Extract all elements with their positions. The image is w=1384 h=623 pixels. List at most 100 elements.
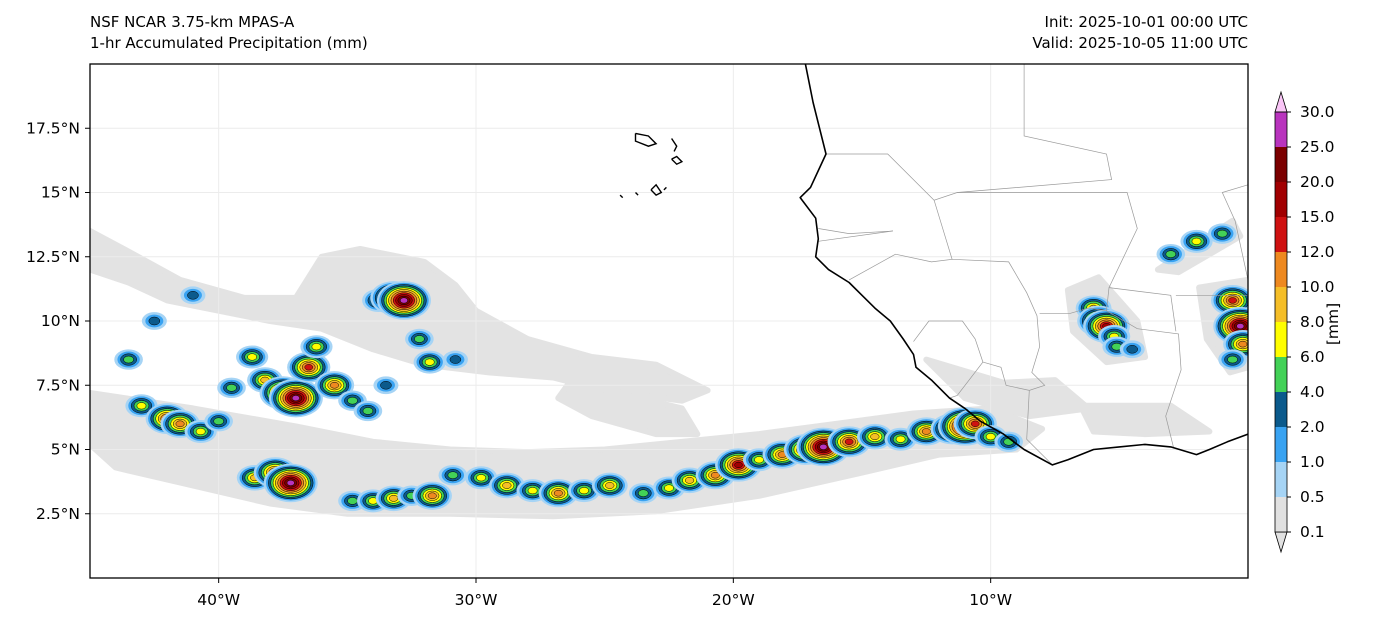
- precip-cell: [1083, 309, 1130, 343]
- colorbar-segment: [1275, 112, 1287, 147]
- precip-contour: [685, 476, 695, 484]
- precip-cell: [405, 328, 434, 350]
- colorbar-tick-label: 1.0: [1300, 453, 1325, 471]
- precip-contour: [330, 382, 339, 389]
- precip-contour: [1228, 297, 1237, 304]
- precip-contour: [347, 396, 358, 405]
- precip-cell: [263, 463, 318, 503]
- precip-cell: [1119, 340, 1145, 359]
- precip-contour: [605, 482, 615, 489]
- precip-cell: [268, 378, 323, 418]
- country-border: [982, 361, 1030, 391]
- precip-contour: [399, 297, 408, 304]
- precip-contour: [427, 492, 437, 500]
- precip-cell: [373, 376, 399, 395]
- precip-contour: [985, 433, 996, 441]
- colorbar-segment: [1275, 322, 1287, 357]
- precip-contour: [664, 484, 674, 492]
- precip-contour: [1165, 250, 1177, 258]
- precip-cell: [413, 350, 446, 374]
- lon-tick-label: 10°W: [969, 591, 1012, 609]
- rain-shield-area: [555, 377, 701, 438]
- precip-contour: [1238, 340, 1248, 348]
- precip-cell: [1218, 349, 1247, 370]
- precip-cell: [827, 426, 871, 458]
- lon-tick-label: 20°W: [712, 591, 755, 609]
- precip-contour: [921, 428, 931, 435]
- valid-time: Valid: 2025-10-05 11:00 UTC: [1032, 34, 1248, 52]
- precip-contour: [502, 482, 512, 489]
- precip-contour: [1191, 237, 1202, 245]
- precip-cell: [353, 400, 383, 422]
- country-border: [952, 258, 1053, 466]
- precip-contour: [476, 474, 486, 482]
- precip-contour: [1227, 355, 1238, 364]
- colorbar-tick-label: 8.0: [1300, 313, 1325, 331]
- precip-contour: [195, 427, 206, 436]
- precip-cell: [1180, 229, 1213, 253]
- precip-contour: [380, 381, 392, 390]
- coastline: [619, 64, 1248, 466]
- precip-contour: [1126, 345, 1138, 354]
- precip-contour: [123, 355, 134, 364]
- precip-contour: [1217, 229, 1228, 238]
- cape-verde-island: [635, 192, 639, 196]
- precip-cell: [204, 411, 233, 432]
- precip-cell: [141, 312, 167, 330]
- precip-contour: [844, 438, 854, 445]
- precip-cell: [438, 465, 468, 486]
- colorbar-unit-label: [mm]: [1324, 303, 1342, 345]
- colorbar-tick-label: 15.0: [1300, 208, 1335, 226]
- precip-contour: [136, 402, 147, 410]
- model-name: NSF NCAR 3.75-km MPAS-A: [90, 13, 295, 31]
- colorbar-tick-label: 2.0: [1300, 418, 1325, 436]
- precip-cell: [300, 335, 333, 359]
- precip-contour: [449, 355, 462, 364]
- precip-cell: [994, 431, 1023, 452]
- colorbar-tick-label: 12.0: [1300, 243, 1335, 261]
- country-border: [957, 192, 1138, 311]
- colorbar-segment: [1275, 357, 1287, 392]
- lat-tick-label: 7.5°N: [36, 376, 80, 394]
- country-border: [1108, 287, 1177, 332]
- precip-cell: [1156, 243, 1186, 265]
- precip-contour: [148, 316, 161, 326]
- precip-contour: [870, 433, 880, 440]
- precip-contour: [895, 435, 906, 443]
- precip-contour: [286, 479, 295, 486]
- country-borders: [818, 64, 1248, 466]
- precip-contour: [414, 335, 425, 343]
- country-border: [1039, 307, 1182, 447]
- precip-cell: [591, 472, 628, 499]
- lat-tick-label: 15°N: [41, 184, 80, 202]
- precip-contour: [175, 420, 185, 428]
- colorbar-extend-low: [1274, 531, 1288, 554]
- colorbar-tick-label: 0.5: [1300, 488, 1325, 506]
- precip-cell: [628, 482, 658, 504]
- colorbar-segment: [1275, 217, 1287, 252]
- precip-cell: [114, 349, 143, 370]
- precip-contour: [553, 489, 563, 497]
- colorbar-segment: [1275, 252, 1287, 287]
- precip-contour: [304, 364, 313, 371]
- precip-contour: [187, 291, 199, 300]
- precip-contour: [362, 407, 374, 415]
- field-name: 1-hr Accumulated Precipitation (mm): [90, 34, 368, 52]
- cape-verde-island: [663, 186, 667, 191]
- precip-contour: [213, 417, 224, 425]
- cape-verde-island: [619, 194, 624, 199]
- colorbar-tick-label: 30.0: [1300, 103, 1335, 121]
- colorbar-tick-label: 25.0: [1300, 138, 1335, 156]
- precip-contour: [424, 358, 435, 366]
- lat-tick-label: 2.5°N: [36, 505, 80, 523]
- precip-contour: [638, 489, 649, 497]
- lat-tick-label: 12.5°N: [26, 248, 80, 266]
- precip-contour: [527, 487, 538, 495]
- colorbar-segment: [1275, 287, 1287, 322]
- precip-cell: [856, 423, 893, 450]
- country-border: [826, 64, 1113, 201]
- cape-verde-island: [671, 155, 684, 166]
- colorbar-tick-label: 20.0: [1300, 173, 1335, 191]
- lon-tick-label: 40°W: [197, 591, 240, 609]
